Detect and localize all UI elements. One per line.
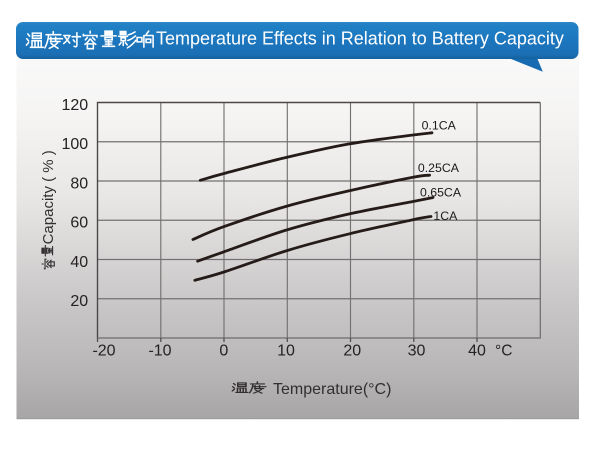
svg-text:20: 20: [70, 293, 88, 310]
svg-text:60: 60: [70, 215, 88, 232]
svg-text:°C: °C: [495, 343, 512, 360]
svg-text:Temperature Effects in Relatio: Temperature Effects in Relation to Batte…: [156, 29, 564, 49]
svg-text:-10: -10: [148, 343, 171, 360]
svg-text:10: 10: [277, 343, 295, 360]
svg-text:20: 20: [343, 343, 361, 360]
svg-text:0: 0: [219, 343, 228, 360]
svg-text:-20: -20: [92, 343, 115, 360]
svg-text:Capacity ( % ): Capacity ( % ): [40, 150, 57, 244]
svg-text:120: 120: [61, 97, 88, 114]
svg-text:0.65CA: 0.65CA: [420, 185, 462, 199]
svg-text:100: 100: [61, 136, 88, 153]
svg-text:0.1CA: 0.1CA: [422, 119, 457, 133]
svg-text:40: 40: [468, 343, 486, 360]
svg-text:0.25CA: 0.25CA: [418, 161, 460, 175]
svg-text:1CA: 1CA: [433, 209, 458, 223]
svg-text:40: 40: [70, 254, 88, 271]
svg-text:Temperature(°C): Temperature(°C): [273, 381, 391, 398]
svg-text:30: 30: [408, 343, 426, 360]
svg-text:80: 80: [70, 175, 88, 192]
